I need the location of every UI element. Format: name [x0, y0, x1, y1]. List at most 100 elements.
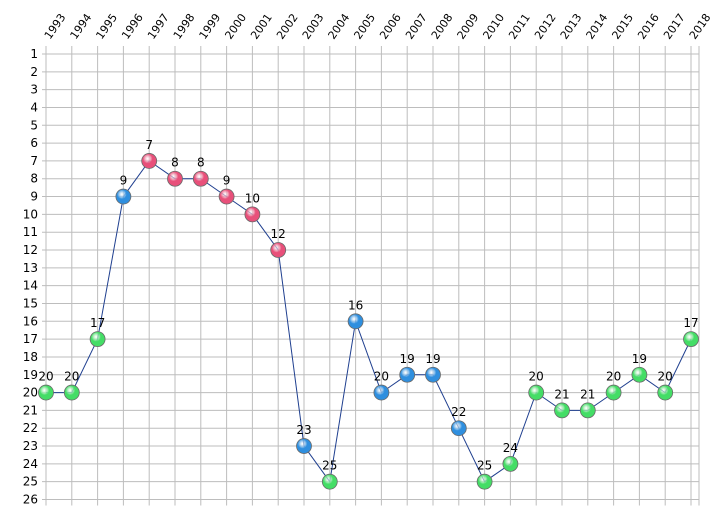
x-tick-label: 2004: [326, 11, 353, 41]
data-label: 19: [400, 352, 415, 366]
data-point: [657, 384, 674, 401]
data-labels: 20 20 17 9 7 8 8 9 10 12 23 25 16 20 19 19 22 25 24 20 21 21 2…: [38, 138, 698, 473]
x-tick-label: 1995: [93, 11, 120, 41]
y-tick-label: 4: [30, 100, 38, 114]
y-tick-label: 20: [23, 386, 38, 400]
x-tick-label: 2000: [222, 11, 249, 41]
data-label: 20: [64, 370, 79, 384]
data-point: [476, 473, 493, 490]
y-tick-label: 25: [23, 475, 38, 489]
data-point: [141, 153, 158, 169]
data-point: [347, 313, 364, 330]
data-point: [502, 455, 519, 472]
x-tick-label: 2011: [506, 11, 533, 41]
y-tick-label: 19: [23, 368, 38, 382]
data-label: 20: [38, 370, 53, 384]
data-point: [683, 331, 699, 348]
data-point: [528, 384, 545, 401]
data-point: [296, 438, 312, 454]
data-label: 20: [658, 370, 673, 384]
data-label: 23: [296, 423, 311, 437]
x-tick-label: 1998: [171, 11, 198, 41]
x-tick-label: 2016: [635, 11, 662, 41]
y-tick-label: 13: [23, 261, 38, 275]
y-tick-label: 6: [30, 136, 38, 150]
x-tick-label: 2010: [480, 11, 507, 41]
x-tick-label: 2014: [584, 11, 611, 41]
x-tick-label: 1994: [68, 11, 95, 41]
y-tick-label: 14: [23, 279, 38, 293]
x-tick-label: 2012: [532, 11, 559, 41]
data-label: 25: [322, 459, 337, 473]
y-tick-label: 22: [23, 421, 38, 435]
x-tick-label: 2013: [558, 11, 585, 41]
data-point: [579, 402, 596, 419]
data-point: [631, 366, 648, 383]
x-tick-label: 2007: [403, 11, 430, 41]
y-tick-label: 12: [23, 243, 38, 257]
data-label: 7: [145, 138, 153, 152]
x-tick-label: 1999: [197, 11, 224, 41]
data-label: 20: [606, 370, 621, 384]
data-point: [425, 366, 441, 383]
data-point: [450, 420, 467, 437]
x-tick-label: 2005: [351, 11, 378, 41]
x-tick-label: 1997: [145, 11, 172, 41]
data-point: [167, 170, 183, 187]
data-point: [399, 366, 416, 383]
y-tick-label: 16: [23, 314, 38, 328]
data-point: [38, 384, 54, 401]
x-tick-label: 2003: [300, 11, 327, 41]
y-tick-label: 8: [30, 172, 38, 186]
x-axis-ticks: 1993 1994 1995 1996 1997 1998 1999 2000 2001 2002…: [42, 11, 714, 41]
x-tick-label: 1996: [119, 11, 146, 41]
data-label: 9: [223, 174, 231, 188]
data-point: [270, 242, 287, 258]
y-tick-label: 7: [30, 154, 38, 168]
data-point: [605, 384, 622, 401]
data-label: 16: [348, 298, 363, 312]
data-point: [373, 384, 390, 401]
y-tick-label: 24: [23, 457, 38, 471]
y-tick-label: 1: [30, 47, 38, 61]
data-label: 10: [245, 191, 260, 205]
data-label: 19: [632, 352, 647, 366]
x-tick-label: 1993: [42, 11, 69, 41]
data-point: [63, 384, 80, 401]
y-tick-label: 5: [30, 118, 38, 132]
data-label: 17: [90, 316, 105, 330]
data-point: [554, 402, 570, 419]
x-tick-label: 2017: [661, 11, 688, 41]
data-label: 20: [529, 370, 544, 384]
data-point: [89, 331, 106, 348]
data-point: [244, 206, 261, 223]
y-tick-label: 15: [23, 296, 38, 310]
data-point: [115, 188, 132, 205]
y-tick-label: 17: [23, 332, 38, 346]
x-tick-label: 2002: [274, 11, 301, 41]
data-label: 25: [477, 459, 492, 473]
x-tick-label: 2006: [377, 11, 404, 41]
y-tick-label: 23: [23, 439, 38, 453]
x-tick-label: 2009: [455, 11, 482, 41]
x-tick-label: 2001: [248, 11, 275, 41]
data-points: [38, 153, 699, 490]
data-label: 17: [683, 316, 698, 330]
y-tick-label: 3: [30, 83, 38, 97]
y-tick-label: 10: [23, 207, 38, 221]
y-tick-label: 21: [23, 403, 38, 417]
data-label: 20: [374, 370, 389, 384]
y-tick-label: 9: [30, 190, 38, 204]
y-tick-label: 18: [23, 350, 38, 364]
data-label: 24: [503, 441, 518, 455]
grid: [42, 46, 700, 506]
y-tick-label: 11: [23, 225, 38, 239]
data-label: 9: [120, 174, 128, 188]
y-axis-ticks: 1234567891011121314151617181920212223242…: [23, 47, 38, 507]
data-point: [218, 188, 235, 205]
data-label: 12: [271, 227, 286, 241]
data-point: [321, 473, 338, 490]
data-label: 21: [580, 387, 595, 401]
data-label: 22: [451, 405, 466, 419]
